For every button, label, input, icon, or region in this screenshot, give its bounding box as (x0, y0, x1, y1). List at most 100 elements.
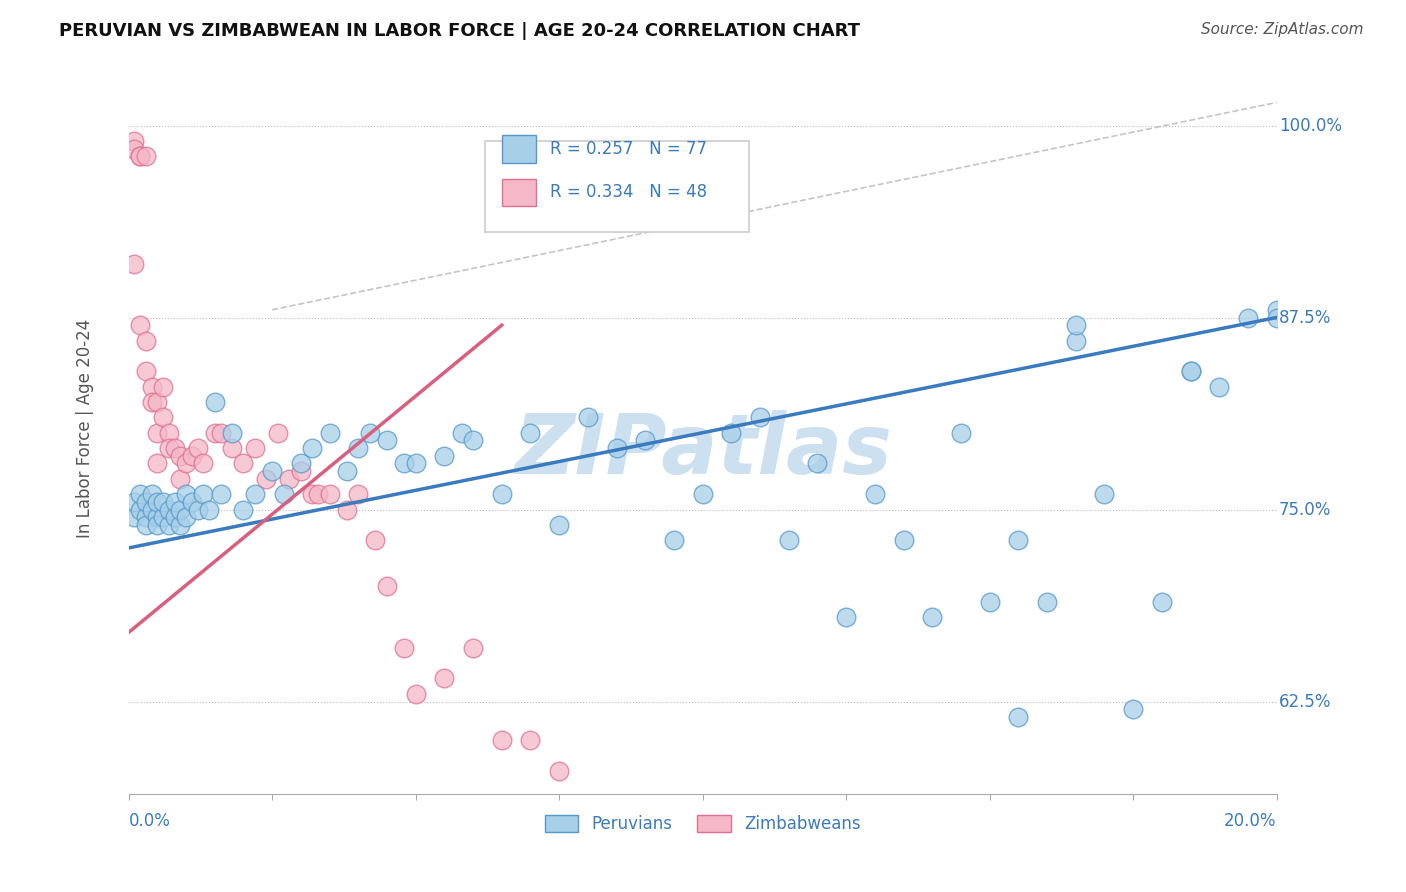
Point (519, 425, 541, 440)
Point (129, 149, 152, 163)
Point (193, 457, 215, 471)
Point (129, 149, 152, 163)
Point (146, 510, 169, 524)
Point (979, 595, 1001, 609)
FancyBboxPatch shape (485, 141, 748, 232)
Point (364, 533, 387, 548)
Point (141, 502, 163, 516)
Point (141, 379, 163, 393)
Point (1094, 487, 1116, 501)
Point (124, 142, 146, 156)
Point (221, 425, 243, 440)
Point (548, 764, 571, 778)
Point (209, 425, 232, 440)
Point (1007, 533, 1029, 548)
Point (1064, 318, 1087, 333)
Point (461, 434, 484, 448)
Text: 20.0%: 20.0% (1225, 812, 1277, 830)
Point (221, 441, 243, 455)
Point (749, 410, 772, 425)
Text: 100.0%: 100.0% (1279, 117, 1341, 135)
Point (187, 502, 209, 516)
Point (921, 610, 943, 624)
Point (778, 533, 800, 548)
Point (135, 510, 157, 524)
Point (893, 533, 915, 548)
Point (146, 425, 169, 440)
Point (141, 487, 163, 501)
Point (720, 425, 742, 440)
Point (392, 457, 415, 471)
Point (124, 257, 146, 271)
Point (243, 487, 266, 501)
Point (174, 510, 197, 524)
Point (1237, 310, 1260, 325)
Point (157, 425, 180, 440)
Point (163, 441, 186, 455)
Point (1122, 702, 1144, 716)
Point (193, 487, 215, 501)
Point (433, 672, 456, 686)
Point (273, 487, 295, 501)
Point (1265, 310, 1288, 325)
Point (129, 487, 152, 501)
Point (163, 510, 186, 524)
Point (519, 733, 541, 747)
Point (662, 533, 685, 548)
Point (169, 502, 191, 516)
Point (1036, 595, 1059, 609)
Point (461, 640, 484, 655)
Text: 87.5%: 87.5% (1279, 309, 1331, 326)
Point (187, 441, 209, 455)
Point (254, 472, 277, 486)
Point (169, 449, 191, 463)
Point (392, 640, 415, 655)
Point (204, 395, 226, 409)
Point (375, 434, 398, 448)
Point (209, 487, 232, 501)
Point (180, 449, 202, 463)
Point (1208, 379, 1230, 393)
Point (301, 487, 323, 501)
Point (169, 517, 191, 532)
Point (204, 425, 226, 440)
Point (863, 487, 886, 501)
Point (606, 441, 628, 455)
Point (359, 425, 381, 440)
Point (290, 464, 312, 478)
Point (267, 425, 290, 440)
Point (146, 457, 169, 471)
Point (152, 495, 174, 509)
Point (405, 687, 427, 701)
Point (129, 318, 152, 333)
Point (1180, 364, 1202, 378)
Text: Source: ZipAtlas.com: Source: ZipAtlas.com (1201, 22, 1364, 37)
Point (433, 449, 456, 463)
FancyBboxPatch shape (502, 178, 536, 206)
Point (262, 464, 284, 478)
Point (949, 425, 972, 440)
Text: 75.0%: 75.0% (1279, 500, 1331, 518)
Point (124, 495, 146, 509)
Legend: Peruvians, Zimbabweans: Peruvians, Zimbabweans (538, 808, 868, 840)
Point (169, 472, 191, 486)
Point (135, 334, 157, 348)
Point (135, 517, 157, 532)
Point (124, 510, 146, 524)
Point (491, 733, 513, 747)
Point (232, 457, 254, 471)
Point (1007, 710, 1029, 724)
Point (806, 457, 828, 471)
Point (135, 495, 157, 509)
Point (692, 487, 714, 501)
Point (1265, 302, 1288, 317)
Point (174, 457, 197, 471)
Point (135, 364, 157, 378)
Point (278, 472, 301, 486)
Point (548, 517, 571, 532)
Point (375, 579, 398, 593)
Point (307, 487, 329, 501)
Point (1150, 595, 1173, 609)
Point (146, 517, 169, 532)
Point (157, 517, 180, 532)
